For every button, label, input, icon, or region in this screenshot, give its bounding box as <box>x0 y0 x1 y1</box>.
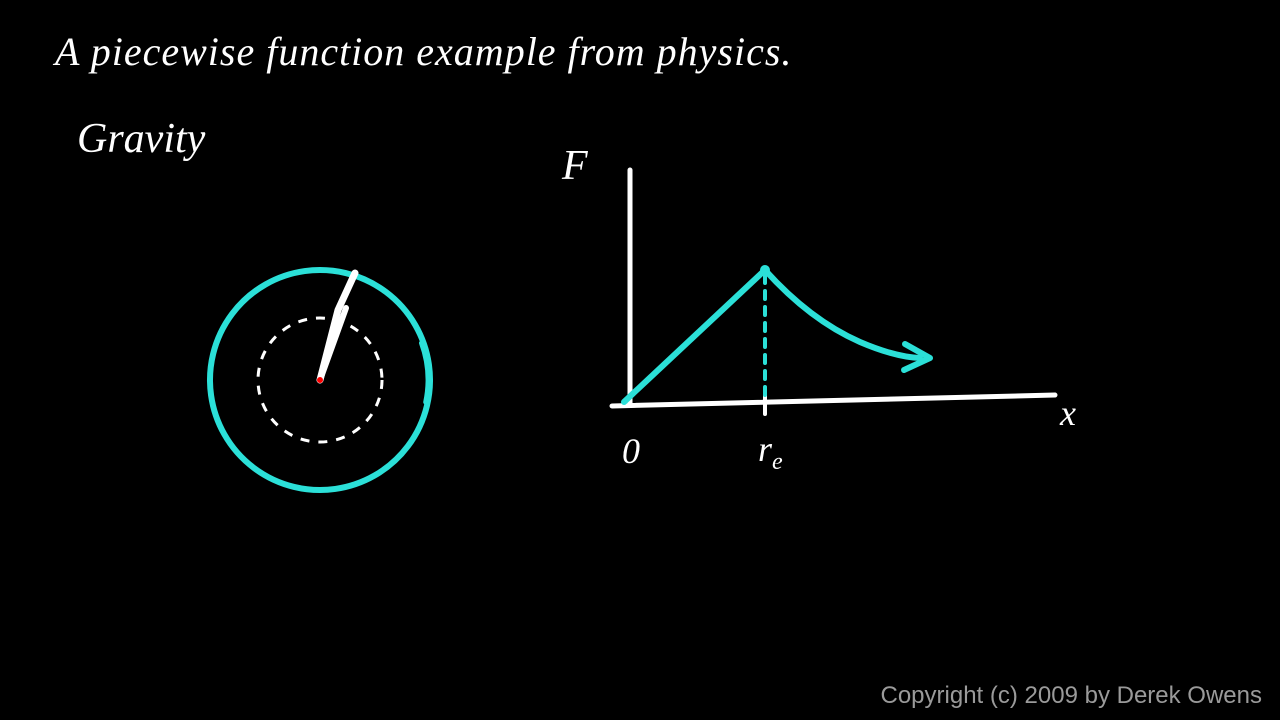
x-axis <box>612 395 1055 406</box>
origin-label: 0 <box>622 430 640 472</box>
earth-diagram <box>180 240 460 520</box>
subtitle-gravity: Gravity <box>77 115 205 163</box>
curve-linear <box>624 270 765 402</box>
page-title: A piecewise function example from physic… <box>55 28 792 75</box>
re-label-sub: e <box>772 449 783 475</box>
re-label: re <box>758 428 783 476</box>
y-axis-label: F <box>562 142 588 190</box>
force-graph <box>560 140 1120 500</box>
earth-center-dot <box>317 377 323 383</box>
curve-decay <box>765 270 920 358</box>
re-label-main: r <box>758 429 772 469</box>
x-axis-label: x <box>1060 392 1076 434</box>
copyright-text: Copyright (c) 2009 by Derek Owens <box>881 682 1263 710</box>
diagram-canvas: A piecewise function example from physic… <box>0 0 1280 720</box>
